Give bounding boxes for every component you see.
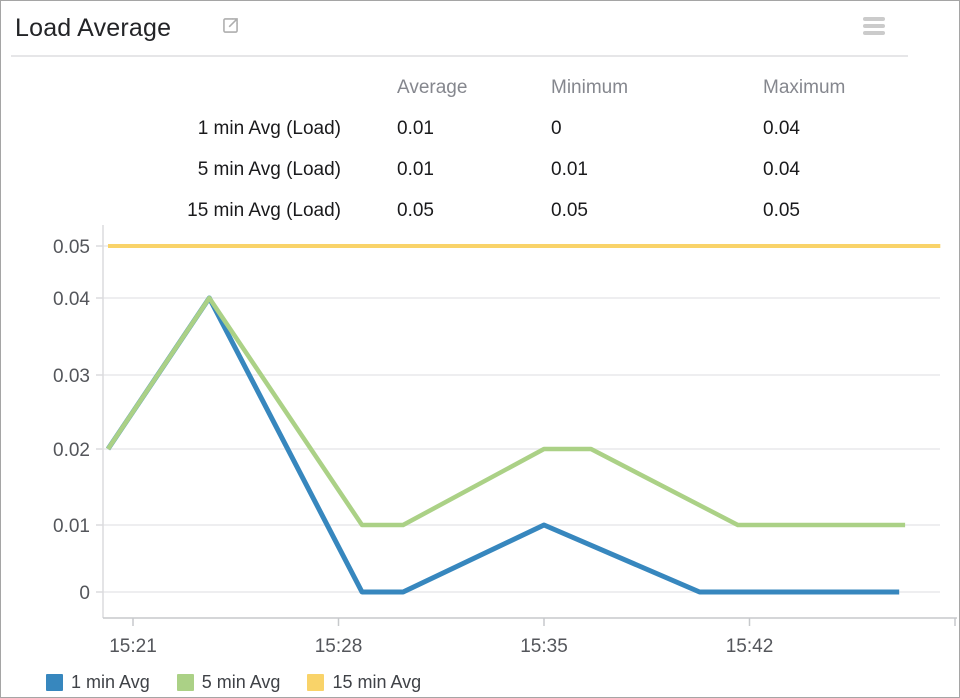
x-axis-label: 15:35 bbox=[520, 636, 568, 657]
y-axis-label: 0.01 bbox=[53, 516, 90, 537]
chart-legend: 1 min Avg 5 min Avg 15 min Avg bbox=[46, 672, 421, 693]
legend-label: 15 min Avg bbox=[332, 672, 422, 692]
stat-row-label: 15 min Avg (Load) bbox=[187, 199, 341, 221]
stats-corner-cell bbox=[1, 71, 341, 105]
stat-value: 0.01 bbox=[397, 158, 434, 180]
load-average-chart: 0 0.01 0.02 0.03 0.04 0.05 15:21 15:28 15:35 15:4… bbox=[1, 219, 960, 663]
stat-value: 0.05 bbox=[551, 199, 588, 221]
stat-value: 0.04 bbox=[763, 117, 800, 139]
stat-value: 0.04 bbox=[763, 158, 800, 180]
legend-label: 5 min Avg bbox=[201, 672, 281, 692]
column-header-maximum: Maximum bbox=[763, 76, 846, 98]
stat-value: 0 bbox=[551, 117, 562, 139]
menu-bar bbox=[863, 31, 885, 35]
chart-plot-area[interactable] bbox=[103, 225, 940, 618]
y-axis-label: 0 bbox=[79, 583, 90, 604]
header-divider bbox=[11, 55, 908, 57]
column-header-average: Average bbox=[397, 76, 468, 98]
legend-swatch bbox=[46, 674, 63, 691]
series-line-5-min-avg bbox=[106, 295, 906, 528]
legend-item-5min[interactable]: 5 min Avg bbox=[176, 672, 281, 693]
legend-item-1min[interactable]: 1 min Avg bbox=[46, 672, 150, 693]
stat-row-label: 5 min Avg (Load) bbox=[197, 158, 341, 180]
x-axis-label: 15:21 bbox=[109, 636, 157, 657]
legend-swatch bbox=[307, 674, 325, 691]
x-axis-label: 15:42 bbox=[726, 636, 774, 657]
legend-item-15min[interactable]: 15 min Avg bbox=[307, 672, 421, 693]
legend-swatch bbox=[176, 674, 194, 691]
y-axis-label: 0.04 bbox=[53, 289, 90, 310]
stat-value: 0.01 bbox=[397, 117, 434, 139]
stat-value: 0.05 bbox=[397, 199, 434, 221]
stats-table: Average Minimum Maximum 1 min Avg (Load)… bbox=[1, 67, 960, 231]
hamburger-menu-icon[interactable] bbox=[863, 17, 885, 35]
chart-canvas: 0 0.01 0.02 0.03 0.04 0.05 15:21 15:28 15:35 15:4… bbox=[53, 225, 957, 657]
page-title: Load Average bbox=[15, 14, 172, 42]
menu-bar bbox=[863, 24, 885, 28]
x-axis-label: 15:28 bbox=[315, 636, 363, 657]
y-axis-label: 0.03 bbox=[53, 366, 90, 387]
menu-bar bbox=[863, 17, 885, 21]
y-axis-label: 0.05 bbox=[53, 237, 90, 258]
stat-value: 0.05 bbox=[763, 199, 800, 221]
stat-row-label: 1 min Avg (Load) bbox=[197, 117, 341, 139]
column-header-minimum: Minimum bbox=[551, 76, 629, 98]
open-in-new-window-icon[interactable] bbox=[220, 15, 241, 36]
stat-value: 0.01 bbox=[551, 158, 588, 180]
legend-label: 1 min Avg bbox=[71, 672, 150, 692]
y-axis-label: 0.02 bbox=[53, 440, 90, 461]
